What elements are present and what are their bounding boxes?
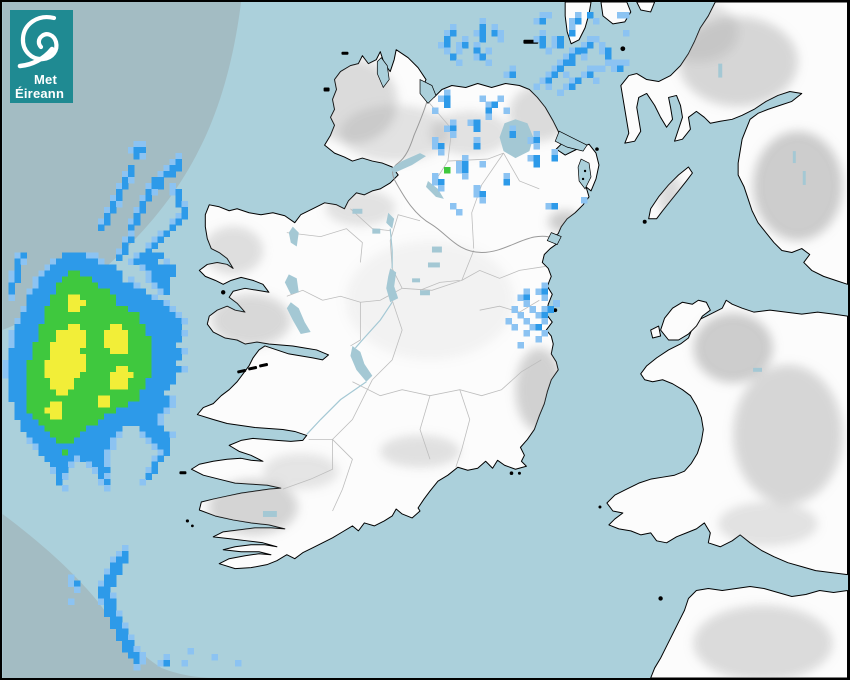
- logo-text-eireann: Éireann: [15, 86, 65, 101]
- lakes-layer: [262, 57, 806, 517]
- met-eireann-swirl-icon: [17, 15, 59, 69]
- islands-layer: [179, 39, 663, 601]
- northern-ireland-border: [392, 101, 556, 254]
- logo-text-met: Met: [34, 72, 57, 87]
- met-eireann-logo: Met Éireann: [10, 10, 73, 103]
- precipitation-layer: [2, 11, 630, 671]
- terrain-shading: [203, 2, 843, 678]
